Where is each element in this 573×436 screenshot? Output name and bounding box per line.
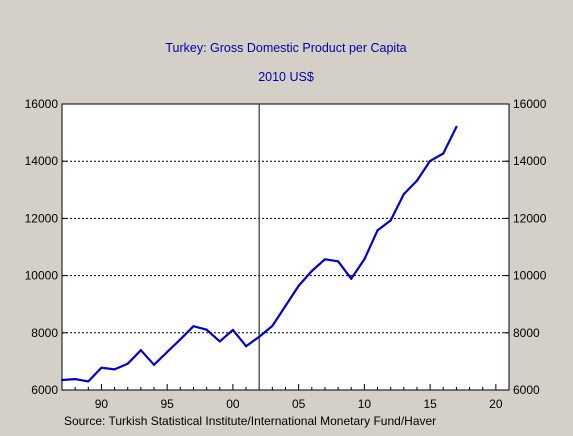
data-point [205,328,208,331]
data-point [258,335,261,338]
data-point [323,258,327,261]
data-point [297,284,300,287]
y-tick-label-left: 14000 [25,154,59,168]
series-layer [60,125,458,383]
data-point [376,229,379,232]
y-tick-label-left: 8000 [31,326,58,340]
y-axis-right: 6000 8000 10000 12000 14000 16000 [504,97,547,397]
data-point [231,328,235,332]
plot-area [61,103,510,391]
grid-layer [62,160,509,334]
y-tick-label-right: 6000 [513,383,540,397]
x-axis: 90 95 00 05 10 15 20 [74,384,503,411]
data-point [271,324,274,328]
data-point [60,378,64,382]
x-tick-label: 90 [95,397,109,411]
y-tick-label-right: 8000 [513,326,540,340]
y-tick-label-right: 10000 [513,269,547,283]
data-point [429,159,432,163]
data-point [152,363,156,366]
data-point [192,325,195,328]
data-point [179,338,182,341]
data-point [139,349,142,352]
chart-title: Turkey: Gross Domestic Product per Capit… [165,41,406,55]
data-point [284,304,287,308]
data-point [402,192,405,196]
chart-subtitle: 2010 US$ [258,70,314,84]
data-point [74,378,77,381]
y-tick-label-left: 16000 [25,97,59,111]
data-point [455,125,458,128]
x-tick-label: 10 [358,397,372,411]
data-point [310,269,313,273]
x-tick-label: 00 [226,397,240,411]
y-tick-label-left: 10000 [25,269,59,283]
data-point [87,380,90,383]
data-point [166,350,169,354]
x-tick-label: 15 [423,397,437,411]
data-point [350,277,353,280]
y-tick-label-right: 12000 [513,211,547,225]
y-tick-label-left: 6000 [31,383,58,397]
data-point [389,219,392,222]
data-point [100,366,103,369]
data-point [363,258,366,261]
x-tick-label: 20 [489,397,503,411]
data-point [336,260,340,263]
chart-source: Source: Turkish Statistical Institute/In… [64,414,436,428]
data-point [113,368,116,371]
data-point [126,362,129,365]
y-axis-left: 6000 8000 10000 12000 14000 16000 [25,97,67,397]
data-point [442,152,445,155]
x-tick-label: 05 [292,397,306,411]
y-tick-label-right: 14000 [513,154,547,168]
data-point [415,179,419,182]
data-point [244,345,248,348]
x-tick-label: 95 [160,397,174,411]
data-point [218,340,221,343]
y-tick-label-right: 16000 [513,97,547,111]
y-tick-label-left: 12000 [25,211,59,225]
